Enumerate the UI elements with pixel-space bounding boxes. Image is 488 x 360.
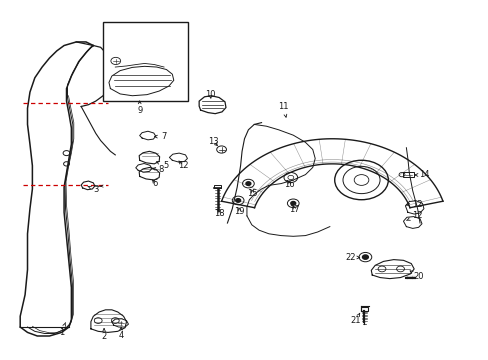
Text: 22: 22 [345,253,359,262]
Text: 2: 2 [101,329,106,341]
Circle shape [290,202,295,205]
Text: 1: 1 [59,323,65,337]
Text: 11: 11 [278,102,288,117]
Circle shape [245,182,250,185]
Text: 16: 16 [284,180,294,189]
Text: 20: 20 [409,271,423,280]
Text: 4: 4 [118,327,123,341]
Text: 13: 13 [207,137,218,146]
Text: 7: 7 [154,132,166,141]
Text: 5: 5 [156,161,168,170]
Text: 21: 21 [350,313,360,325]
Circle shape [235,199,240,202]
Bar [403,172,413,177]
Text: 8: 8 [152,166,163,175]
Text: 12: 12 [178,161,188,170]
Text: 12: 12 [406,199,422,208]
Text: 14: 14 [414,171,428,180]
Text: 3: 3 [87,185,98,194]
Text: 10: 10 [204,90,215,99]
Text: 6: 6 [152,179,158,188]
Text: 15: 15 [247,189,258,198]
Text: 18: 18 [213,209,224,218]
Bar [214,185,221,188]
Text: 9: 9 [137,101,142,114]
Bar [103,22,188,101]
Circle shape [362,255,367,259]
Text: 19: 19 [234,207,244,216]
Text: 17: 17 [289,205,300,214]
Text: 12: 12 [406,211,422,220]
Bar [360,307,367,311]
